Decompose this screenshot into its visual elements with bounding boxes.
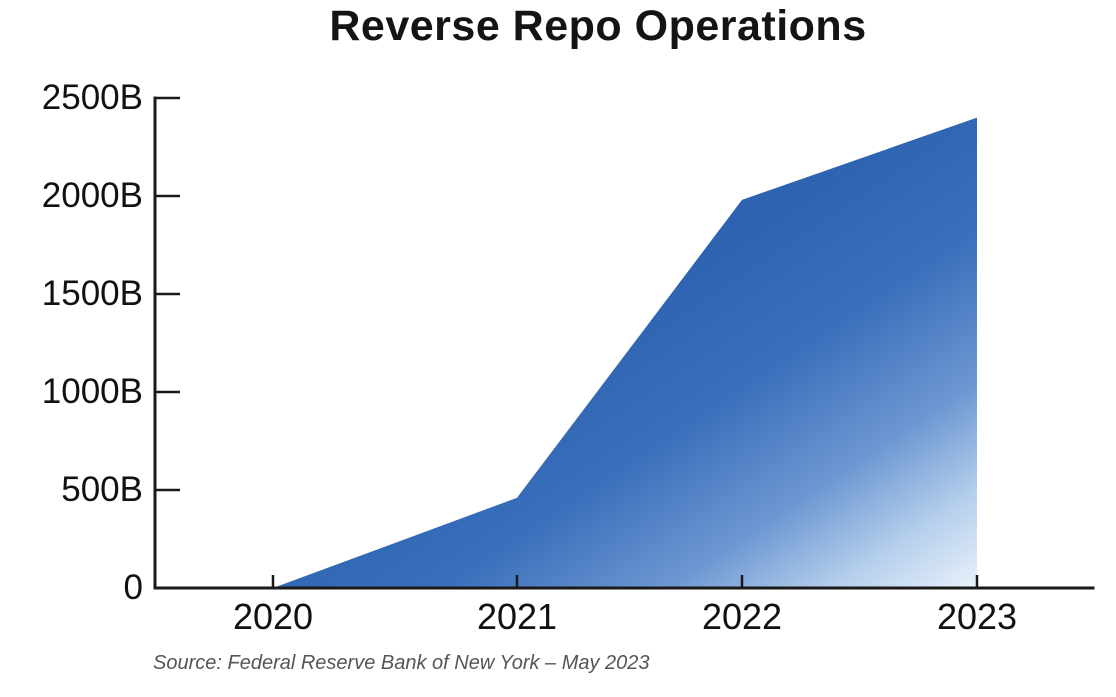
x-axis-label: 2022 [701,596,783,637]
y-axis-label: 500B [61,470,143,509]
axis-line [153,96,1095,590]
area-series [273,117,977,588]
x-axis-label: 2023 [936,596,1018,637]
y-axis-label: 2000B [41,176,143,215]
chart-title: Reverse Repo Operations [329,2,867,50]
y-axis-label: 2500B [41,78,143,117]
x-ticks [271,575,979,588]
x-axis-label: 2020 [232,596,314,637]
y-axis-label: 0 [123,568,143,607]
axes [153,96,1095,590]
source-note: Source: Federal Reserve Bank of New York… [153,652,650,674]
x-axis-label: 2021 [476,596,558,637]
y-ticks [155,96,180,492]
y-axis-label: 1500B [41,274,143,313]
y-axis-label: 1000B [41,372,143,411]
